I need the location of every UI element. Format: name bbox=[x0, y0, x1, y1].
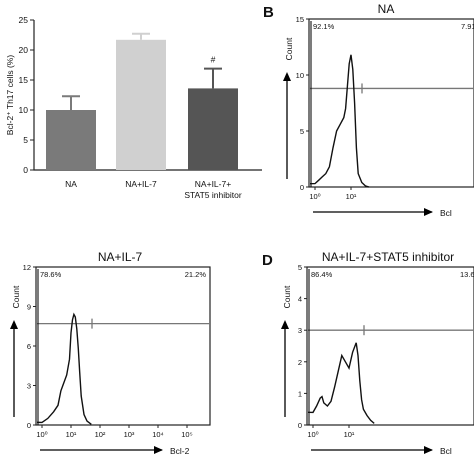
pd-xlabel: Bcl bbox=[440, 446, 452, 456]
a-bar-2 bbox=[188, 88, 238, 170]
pb-title: NA bbox=[378, 2, 395, 16]
a-category-2: NA+IL-7+ STAT5 inhibitor bbox=[184, 179, 241, 200]
pc-ytick-label-3: 9 bbox=[27, 303, 31, 312]
a-ytick-label-5: 25 bbox=[19, 15, 29, 25]
pd-ytick-label-3: 3 bbox=[298, 326, 302, 335]
pc-ytick-label-2: 6 bbox=[27, 342, 31, 351]
pd-histogram-curve bbox=[307, 342, 375, 424]
a-ytick-label-3: 15 bbox=[19, 75, 29, 85]
pb-ytick-label-1: 5 bbox=[300, 127, 304, 136]
pd-xtick-label-0: 10⁰ bbox=[307, 430, 318, 439]
pc-xtick-label-4: 10⁴ bbox=[152, 430, 164, 439]
pb-gate-right-pct: 7.91% bbox=[461, 22, 474, 31]
a-ylabel: Bcl-2⁺ Th17 cells (%) bbox=[5, 55, 15, 136]
pd-ylabel: Count bbox=[282, 285, 292, 308]
pd-frame bbox=[306, 266, 474, 426]
pc-xtick-label-1: 10¹ bbox=[66, 430, 77, 439]
panel-letter-d: D bbox=[262, 252, 273, 269]
pd-ytick-label-2: 2 bbox=[298, 358, 302, 367]
pd-xtick-label-1: 10¹ bbox=[344, 430, 355, 439]
pb-xlabel: Bcl bbox=[440, 208, 452, 218]
pb-histogram-curve bbox=[309, 54, 370, 188]
a-ytick-label-2: 10 bbox=[19, 105, 29, 115]
a-category-0: NA bbox=[65, 179, 77, 189]
a-annotation-2: # bbox=[211, 55, 216, 65]
a-ytick-label-0: 0 bbox=[23, 165, 28, 175]
pd-y-arrow-head bbox=[281, 320, 289, 329]
pd-title: NA+IL-7+STAT5 inhibitor bbox=[322, 250, 454, 264]
pc-histogram-curve bbox=[36, 312, 92, 425]
pb-y-arrow-head bbox=[283, 72, 291, 81]
a-bar-0 bbox=[46, 110, 96, 170]
a-bar-1 bbox=[116, 39, 166, 170]
panel-letter-b: B bbox=[263, 4, 274, 21]
pb-xtick-label-0: 10⁰ bbox=[309, 192, 320, 201]
pb-frame bbox=[308, 18, 474, 188]
pd-gate-right-pct: 13.6% bbox=[460, 270, 474, 279]
pc-ytick-label-1: 3 bbox=[27, 382, 31, 391]
pc-ytick-label-4: 12 bbox=[23, 263, 31, 272]
pd-gate-left-pct: 86.4% bbox=[311, 270, 333, 279]
pc-xtick-label-2: 10² bbox=[95, 430, 106, 439]
a-ytick-label-4: 20 bbox=[19, 45, 29, 55]
pb-x-arrow-head bbox=[424, 208, 433, 216]
pb-ytick-label-0: 0 bbox=[300, 183, 304, 192]
pc-gate-right-pct: 21.2% bbox=[185, 270, 207, 279]
pc-xtick-label-0: 10⁰ bbox=[36, 430, 47, 439]
pd-ytick-label-0: 0 bbox=[298, 421, 302, 430]
a-ytick-label-1: 5 bbox=[23, 135, 28, 145]
pd-x-arrow-head bbox=[424, 446, 433, 454]
pc-ylabel: Count bbox=[11, 285, 21, 308]
pc-x-arrow-head bbox=[154, 446, 163, 454]
pc-title: NA+IL-7 bbox=[98, 250, 143, 264]
pc-gate-left-pct: 78.6% bbox=[40, 270, 62, 279]
pb-xtick-label-1: 10¹ bbox=[346, 192, 357, 201]
pb-ytick-label-2: 10 bbox=[296, 71, 304, 80]
pc-xlabel: Bcl-2 bbox=[170, 446, 190, 456]
pd-ytick-label-4: 4 bbox=[298, 295, 302, 304]
pb-ylabel: Count bbox=[284, 37, 294, 60]
a-category-1: NA+IL-7 bbox=[125, 179, 157, 189]
pb-gate-left-pct: 92.1% bbox=[313, 22, 335, 31]
pc-y-arrow-head bbox=[10, 320, 18, 329]
pb-ytick-label-3: 15 bbox=[296, 15, 304, 24]
pd-ytick-label-1: 1 bbox=[298, 389, 302, 398]
pc-xtick-label-3: 10³ bbox=[124, 430, 135, 439]
pc-frame bbox=[35, 266, 211, 426]
pd-ytick-label-5: 5 bbox=[298, 263, 302, 272]
pc-xtick-label-5: 10⁵ bbox=[181, 430, 192, 439]
pc-ytick-label-0: 0 bbox=[27, 421, 31, 430]
